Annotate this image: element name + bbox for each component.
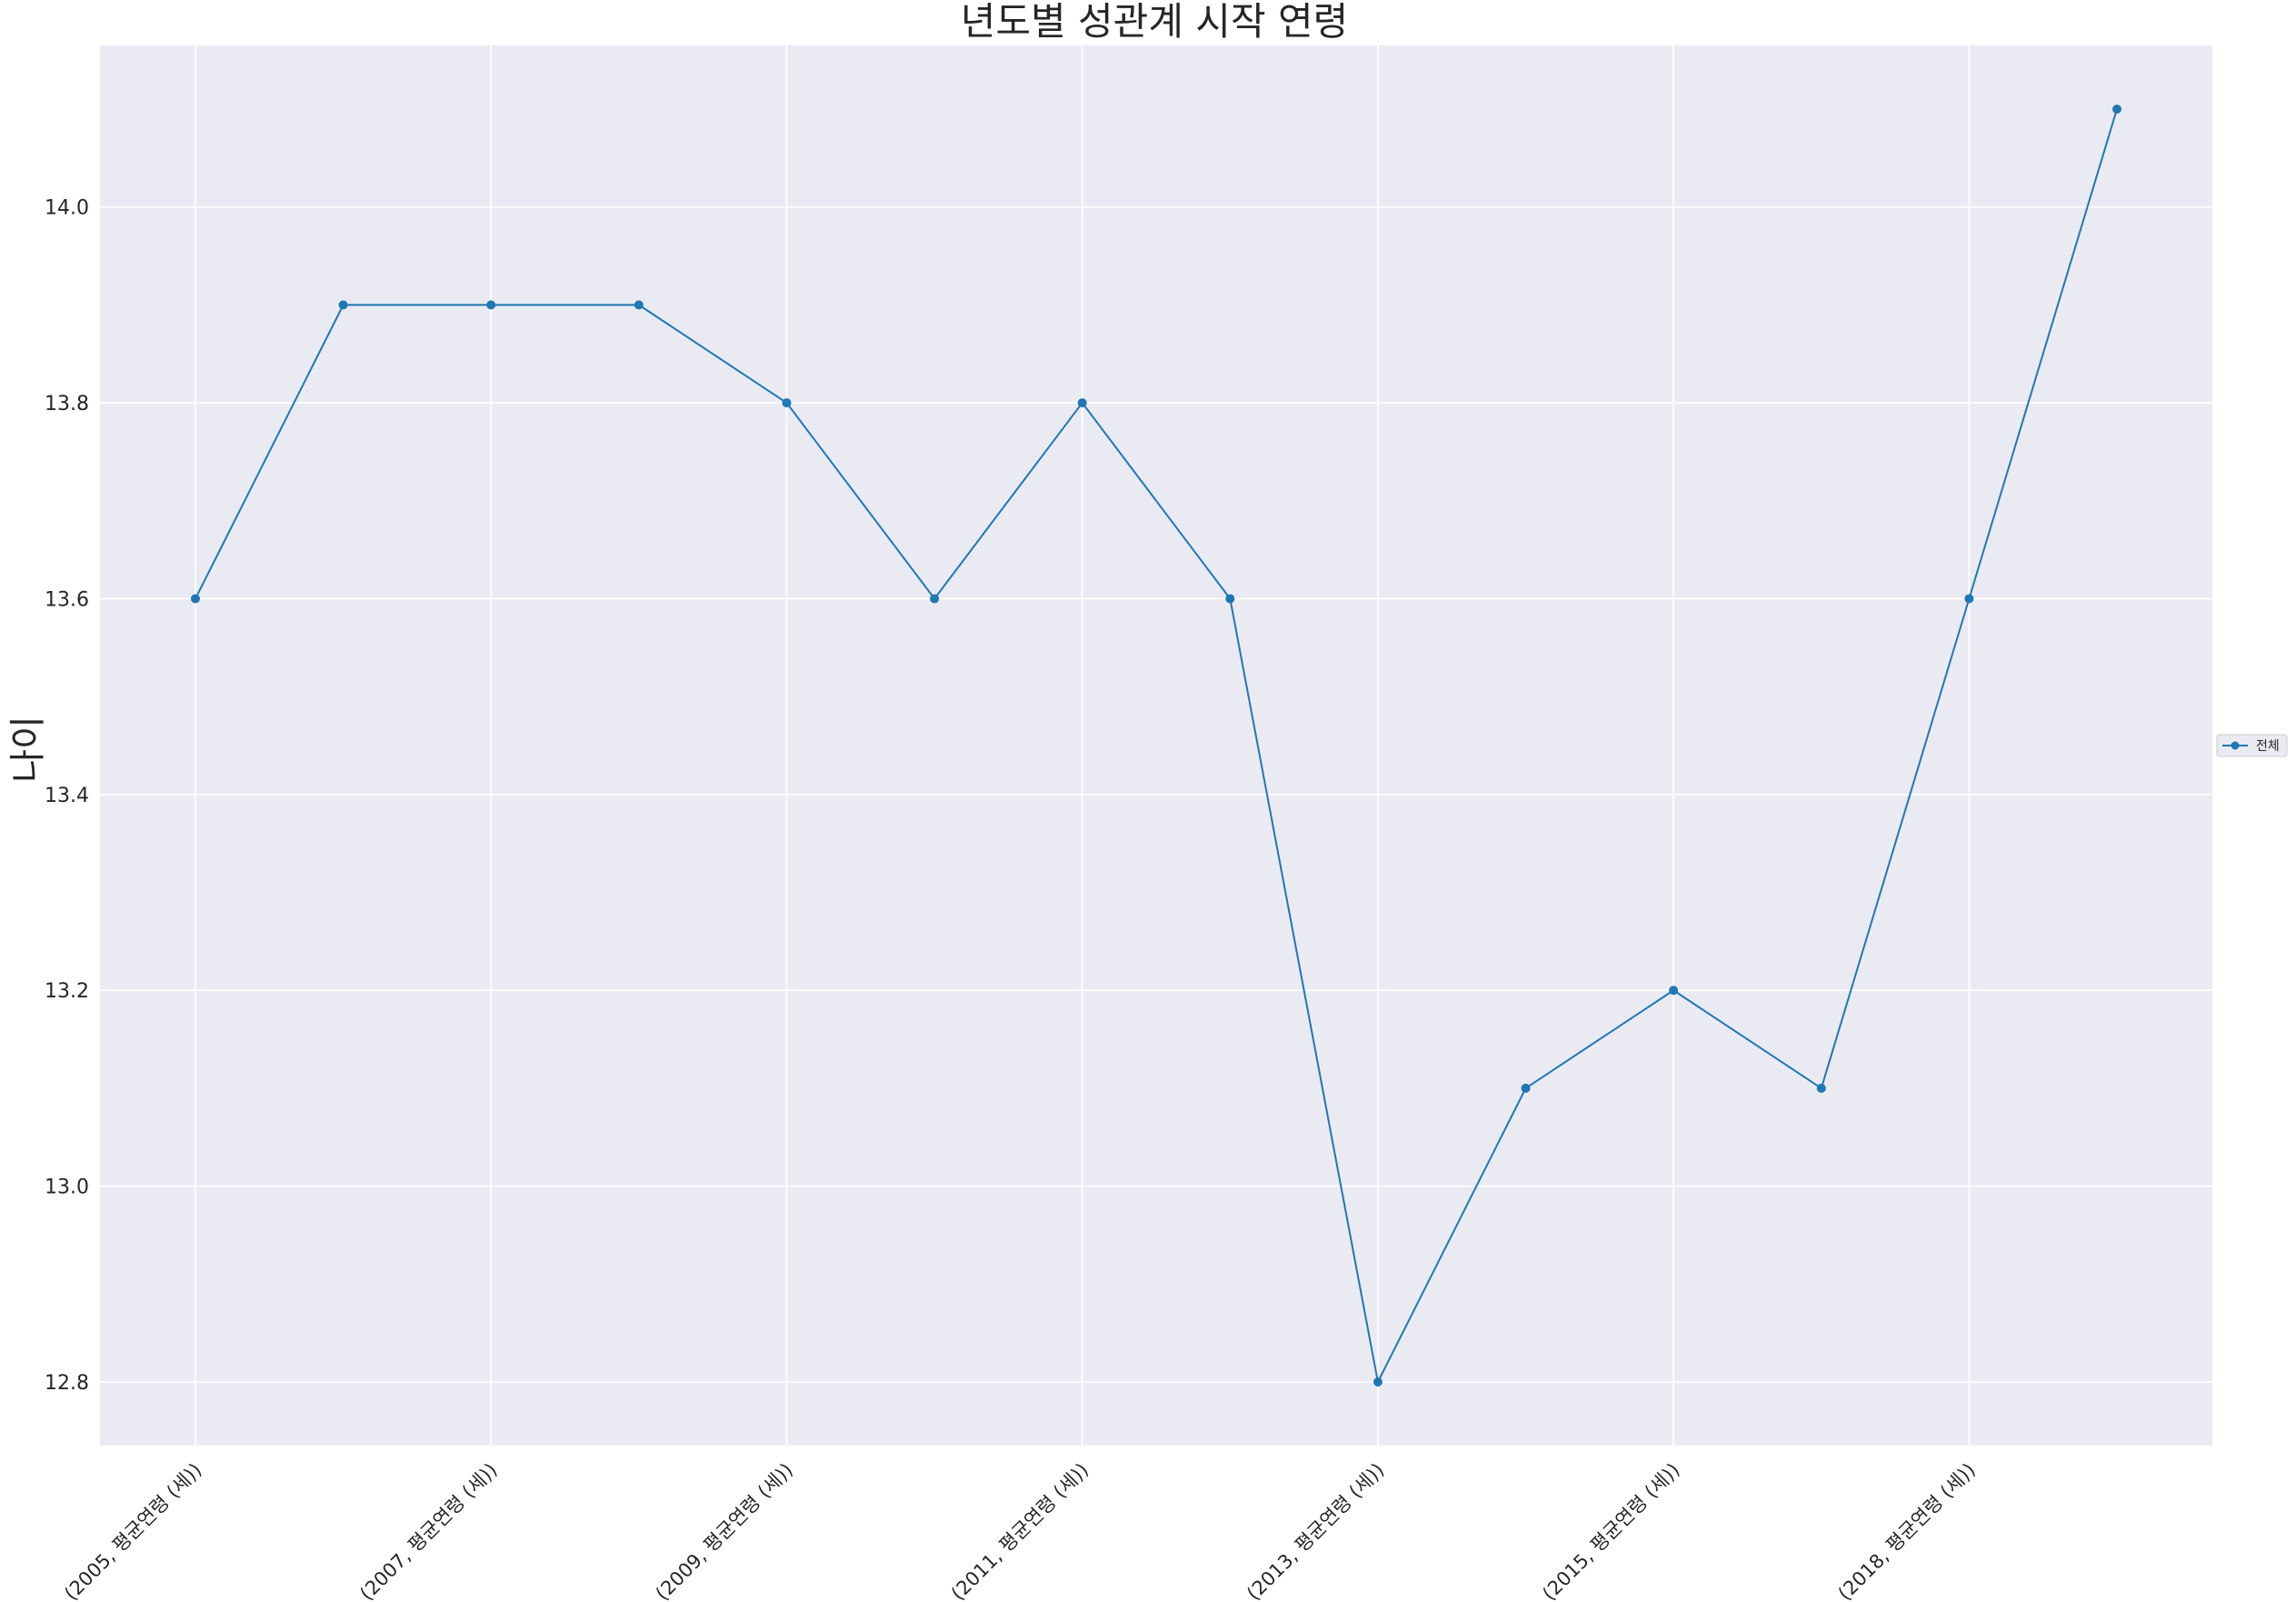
data-point xyxy=(634,300,644,310)
x-tick-label: (2005, 평균연령 (세)) xyxy=(60,1459,205,1602)
y-tick-label: 13.4 xyxy=(45,785,89,807)
data-point xyxy=(1077,398,1087,408)
x-axis: (2005, 평균연령 (세)) (2007, 평균연령 (세)) (2009, 평… xyxy=(60,1459,1980,1602)
legend-box xyxy=(2216,734,2288,757)
data-point xyxy=(930,594,940,604)
legend-point-marker xyxy=(2231,741,2240,750)
data-point xyxy=(1669,986,1679,996)
y-axis-label: 나이 xyxy=(7,716,49,783)
y-axis: 12.8 13.0 13.2 13.4 13.6 13.8 14.0 xyxy=(45,197,89,1395)
legend-label-total: 전체 xyxy=(2256,739,2280,754)
x-tick-label: (2018, 평균연령 (세)) xyxy=(1834,1459,1980,1602)
data-point xyxy=(1373,1377,1383,1387)
grid xyxy=(100,45,2212,1446)
y-tick-label: 14.0 xyxy=(45,197,89,220)
y-tick-label: 13.8 xyxy=(45,393,89,416)
legend: 전체 xyxy=(2216,734,2288,757)
data-point xyxy=(1816,1083,1826,1093)
y-tick-label: 12.8 xyxy=(45,1372,89,1395)
y-tick-label: 13.6 xyxy=(45,588,89,611)
data-point xyxy=(1225,594,1235,604)
data-point xyxy=(2112,105,2121,114)
plot-area xyxy=(100,45,2212,1446)
data-point xyxy=(1521,1083,1531,1093)
data-point xyxy=(191,594,200,604)
data-point xyxy=(1964,594,1974,604)
x-tick-label: (2015, 평균연령 (세)) xyxy=(1538,1459,1683,1602)
x-tick-label: (2011, 평균연령 (세)) xyxy=(947,1459,1093,1602)
series-line-total xyxy=(195,108,2118,1383)
y-tick-label: 13.0 xyxy=(45,1176,89,1199)
x-tick-label: (2013, 평균연령 (세)) xyxy=(1243,1459,1388,1602)
y-tick-label: 13.2 xyxy=(45,980,89,1003)
x-tick-label: (2009, 평균연령 (세)) xyxy=(652,1459,797,1602)
series-layer xyxy=(191,105,2121,1387)
data-point xyxy=(338,300,348,310)
chart-title: 년도별 성관계 시작 연령 xyxy=(961,0,1348,44)
data-point xyxy=(782,398,792,408)
x-tick-label: (2007, 평균연령 (세)) xyxy=(355,1459,501,1602)
data-point xyxy=(486,300,496,310)
